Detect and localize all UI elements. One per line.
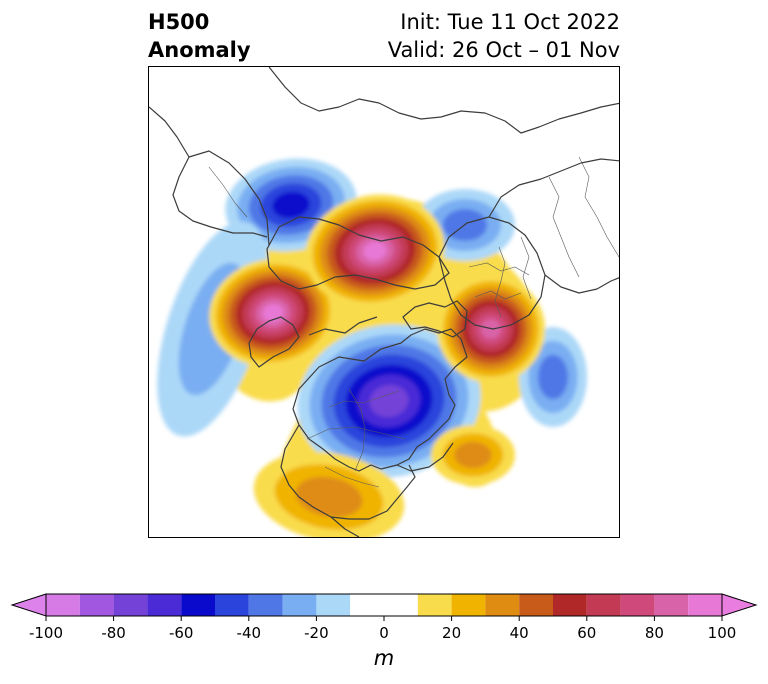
title-left: H500 Anomaly bbox=[148, 8, 251, 64]
colorbar-cell bbox=[620, 594, 655, 616]
colorbar-cell bbox=[113, 594, 148, 616]
colorbar-tick-label: -20 bbox=[304, 624, 329, 642]
valid-period-label: Valid: 26 Oct – 01 Nov bbox=[387, 38, 620, 62]
map-panel bbox=[148, 66, 620, 538]
colorbar-cell bbox=[553, 594, 587, 616]
colorbar-tick-label: -40 bbox=[237, 624, 262, 642]
colorbar-tick-label: 100 bbox=[708, 624, 737, 642]
colorbar: -100 -80 -60 -40 -20 0 20 40 60 80 100 bbox=[0, 580, 768, 680]
colorbar-cell bbox=[248, 594, 283, 616]
colorbar-cell bbox=[282, 594, 317, 616]
colorbar-svg: -100 -80 -60 -40 -20 0 20 40 60 80 100 bbox=[10, 593, 758, 642]
political-borders bbox=[208, 156, 619, 488]
colorbar-cell bbox=[350, 594, 418, 616]
colorbar-cells bbox=[10, 593, 758, 617]
colorbar-under-extension bbox=[10, 593, 47, 617]
colorbar-cell bbox=[147, 594, 182, 616]
anomaly-contour-3-2 bbox=[537, 354, 569, 400]
colorbar-unit-label: m bbox=[373, 646, 395, 670]
title-field-kind: Anomaly bbox=[148, 38, 251, 62]
title-field-name: H500 bbox=[148, 10, 210, 34]
init-date-label: Init: Tue 11 Oct 2022 bbox=[400, 10, 620, 34]
colorbar-cell bbox=[215, 594, 249, 616]
colorbar-cell bbox=[417, 594, 452, 616]
anomaly-field bbox=[157, 158, 587, 537]
colorbar-tick-label: -100 bbox=[29, 624, 63, 642]
colorbar-tick-label: -80 bbox=[101, 624, 126, 642]
colorbar-cell bbox=[79, 594, 114, 616]
colorbar-cell bbox=[316, 594, 351, 616]
colorbar-cell bbox=[654, 594, 689, 616]
colorbar-cell bbox=[586, 594, 621, 616]
anomaly-map bbox=[149, 67, 619, 537]
colorbar-tick-label: 0 bbox=[379, 624, 389, 642]
colorbar-ticks: -100 -80 -60 -40 -20 0 20 40 60 80 100 bbox=[29, 616, 736, 642]
colorbar-tick-label: -60 bbox=[169, 624, 194, 642]
colorbar-cell bbox=[519, 594, 553, 616]
colorbar-cell bbox=[181, 594, 215, 616]
colorbar-tick-label: 60 bbox=[577, 624, 596, 642]
anomaly-contour-0-6 bbox=[369, 384, 409, 418]
colorbar-tick-label: 20 bbox=[442, 624, 461, 642]
colorbar-cell bbox=[485, 594, 520, 616]
colorbar-tick-label: 80 bbox=[645, 624, 664, 642]
colorbar-tick-label: 40 bbox=[510, 624, 529, 642]
colorbar-cell bbox=[46, 594, 80, 616]
title-right: Init: Tue 11 Oct 2022 Valid: 26 Oct – 01… bbox=[388, 8, 620, 64]
anomaly-contour-1-4 bbox=[272, 191, 310, 219]
colorbar-over-extension bbox=[721, 593, 758, 617]
colorbar-cell bbox=[451, 594, 486, 616]
colorbar-cell bbox=[688, 594, 722, 616]
anomaly-contour-6-8 bbox=[363, 241, 387, 261]
coastlines bbox=[149, 67, 619, 537]
anomaly-contour-9-2 bbox=[454, 441, 492, 469]
